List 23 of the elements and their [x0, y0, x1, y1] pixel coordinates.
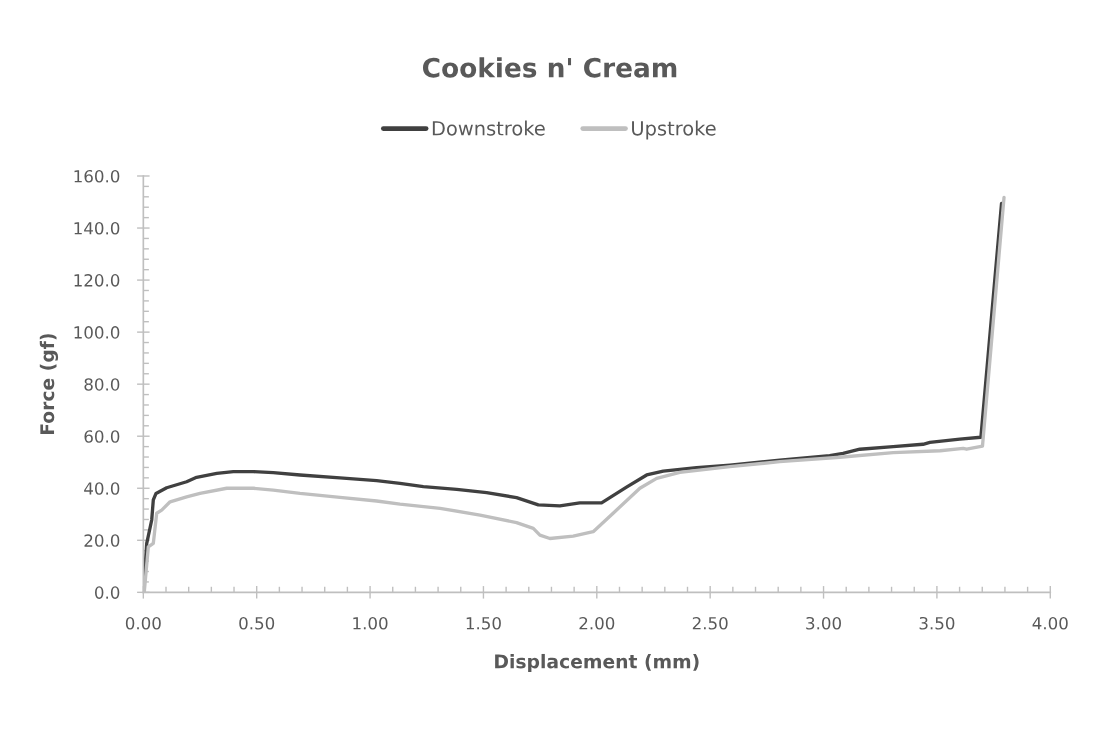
y-tick-label: 60.0 — [84, 430, 120, 443]
x-tick-label: 0.50 — [239, 616, 275, 630]
x-tick-label: 2.50 — [692, 616, 728, 630]
x-axis-title: Displacement (mm) — [495, 653, 699, 673]
y-axis-title: Force (gf) — [39, 334, 59, 435]
legend-label: Downstroke — [432, 120, 545, 136]
x-tick-label: 1.00 — [353, 616, 388, 630]
chart-title: Cookies n' Cream — [422, 57, 677, 78]
y-tick-label: 160.0 — [74, 169, 120, 183]
x-tick-label: 2.00 — [579, 616, 615, 630]
y-tick-label: 20.0 — [84, 534, 120, 547]
x-tick-label: 0.00 — [125, 616, 161, 630]
y-tick-label: 100.0 — [74, 326, 120, 339]
y-tick-label: 80.0 — [84, 378, 120, 391]
x-tick-label: 4.00 — [1032, 616, 1068, 630]
y-tick-label: 40.0 — [84, 482, 120, 495]
x-tick-label: 1.50 — [466, 616, 501, 630]
y-tick-label: 120.0 — [74, 274, 120, 287]
y-tick-label: 140.0 — [74, 222, 120, 235]
x-tick-label: 3.00 — [806, 616, 841, 630]
legend-label: Upstroke — [632, 120, 716, 140]
y-tick-label: 0.0 — [95, 586, 120, 599]
x-tick-label: 3.50 — [919, 616, 955, 630]
